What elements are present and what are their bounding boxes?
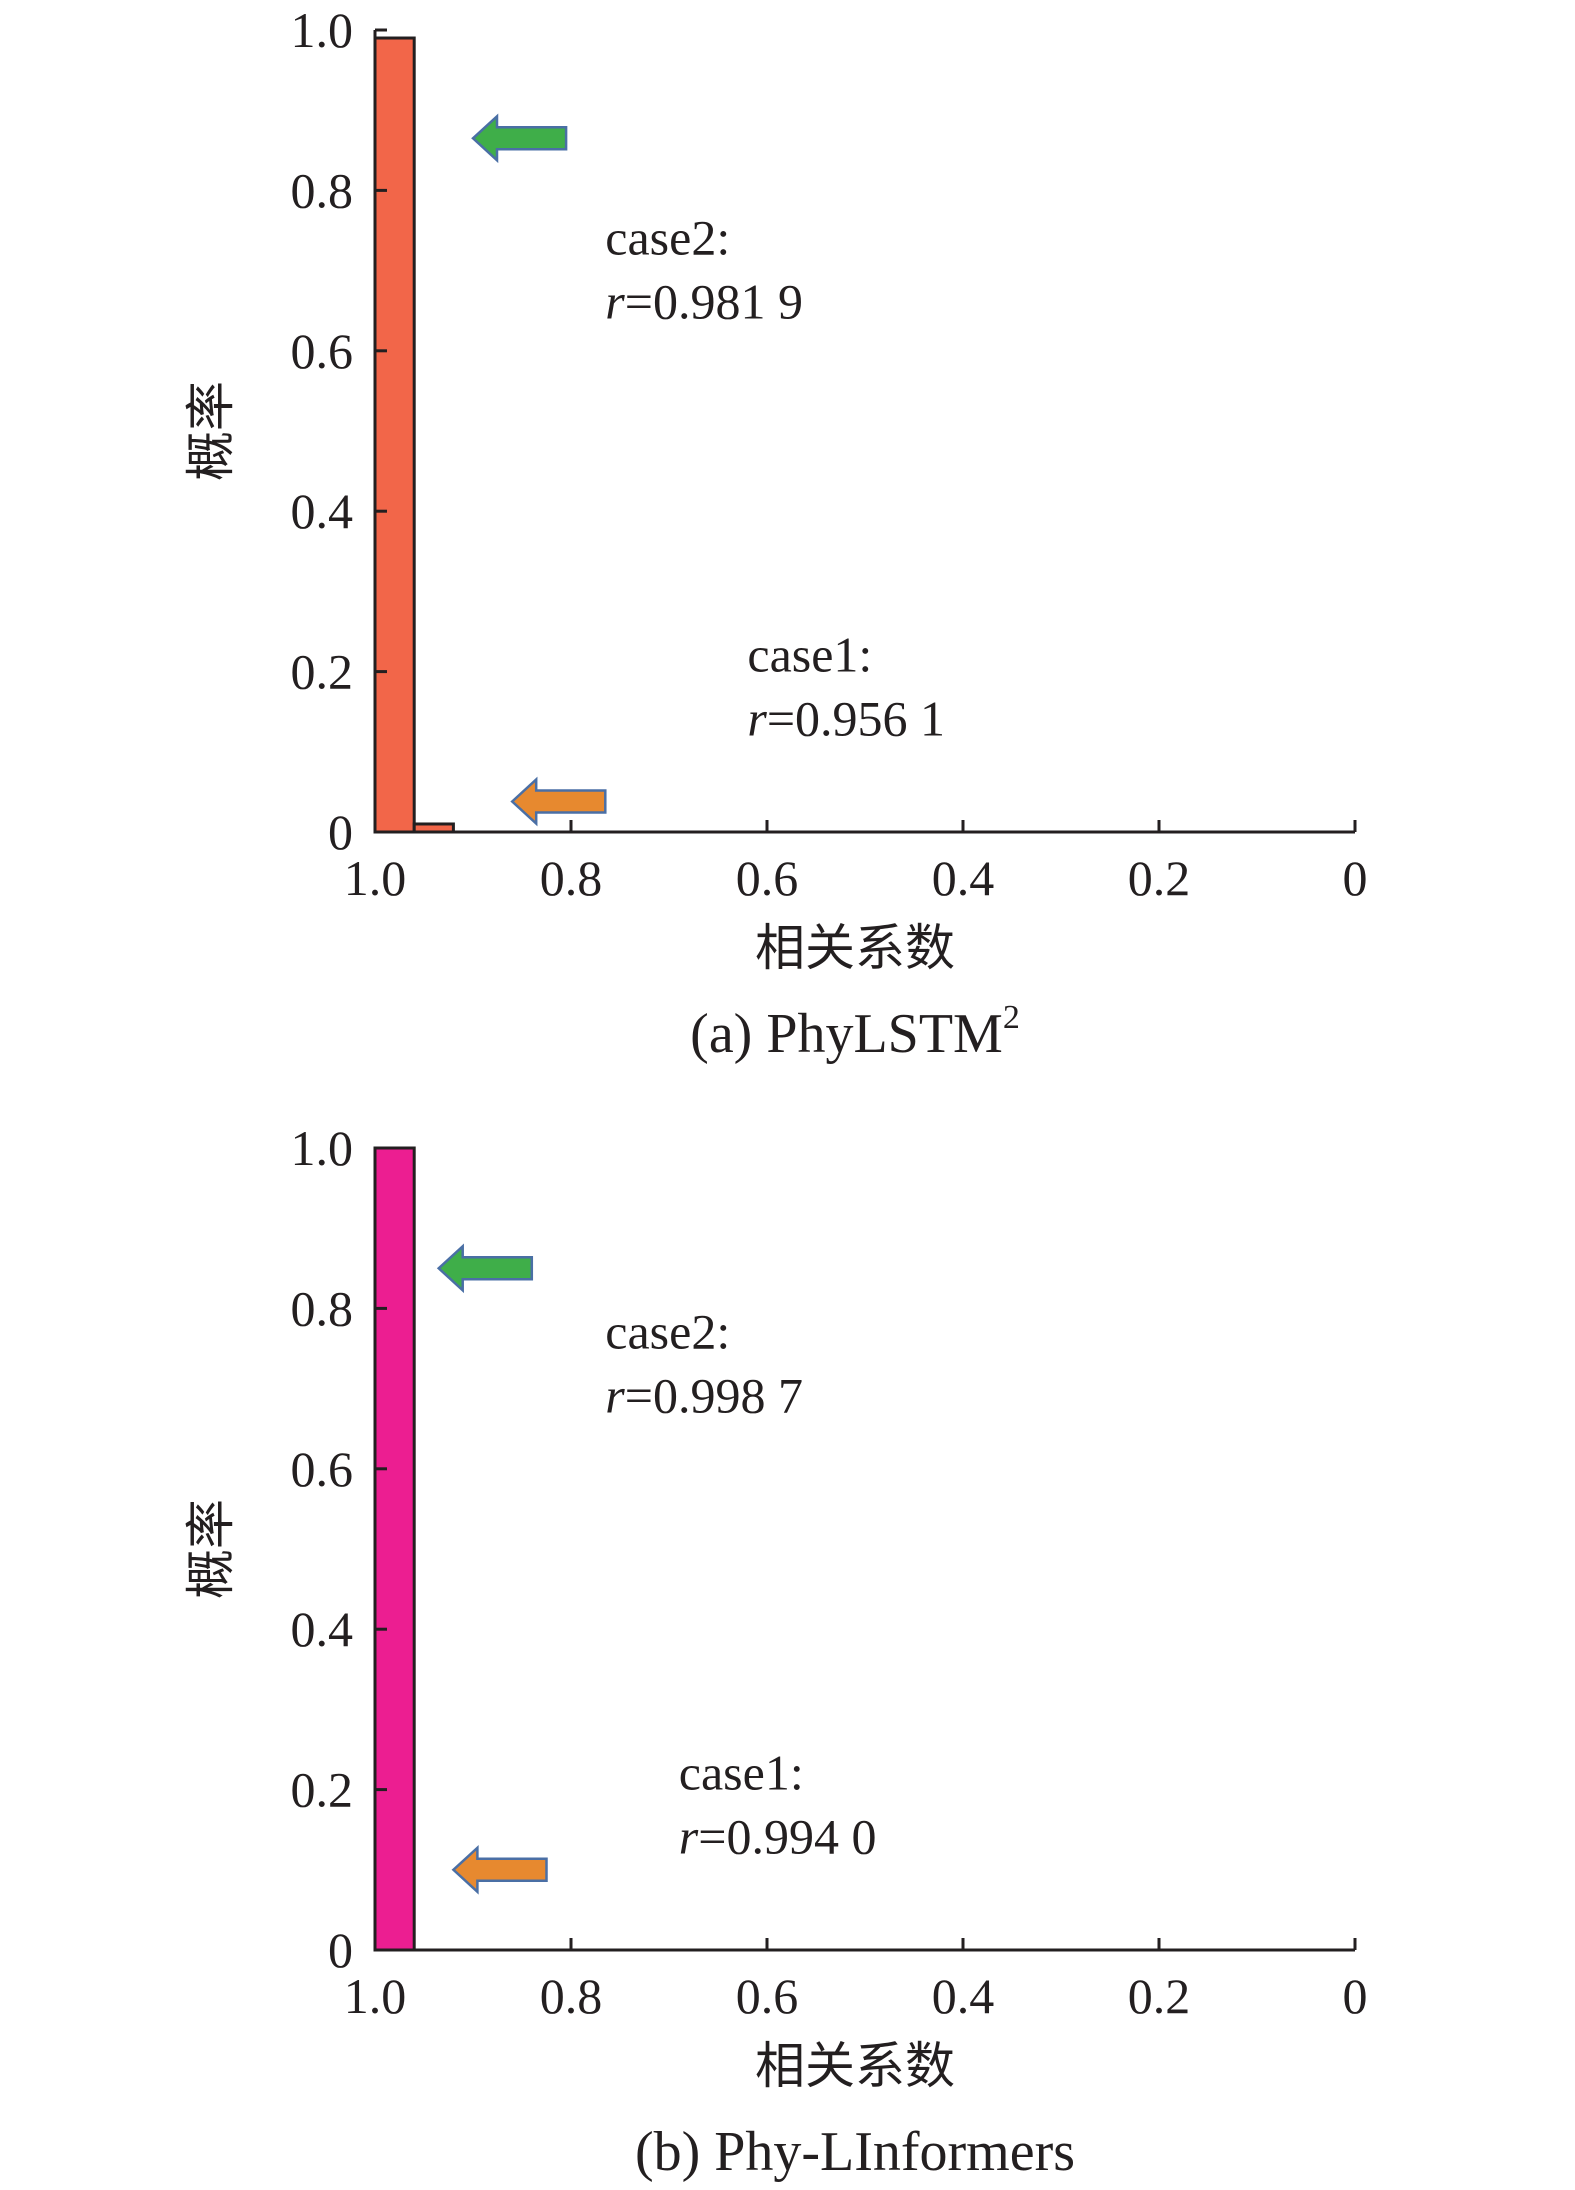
annotation-r-value: r=0.998 7	[605, 1368, 803, 1424]
caption-superscript: 2	[1003, 999, 1020, 1036]
x-tick-label: 0.2	[1128, 1968, 1191, 2024]
y-tick-label: 0.6	[291, 323, 354, 379]
x-tick-label: 0	[1343, 1968, 1368, 2024]
y-tick-label: 0.6	[291, 1441, 354, 1497]
y-tick-label: 0	[328, 804, 353, 860]
y-tick-label: 0.2	[291, 1762, 354, 1818]
x-tick-label: 0.6	[736, 1968, 799, 2024]
x-axis-title: 相关系数	[755, 2037, 955, 2095]
annotation-r-symbol: r	[605, 274, 625, 330]
x-tick-label: 0.8	[540, 1968, 603, 2024]
panels: 00.20.40.60.81.01.0 0.8 0.6 0.4 0.2 0概率相关系数(a…	[182, 2, 1368, 2183]
annotation-case-label: case1:	[747, 627, 872, 683]
annotation-arrow-icon	[471, 113, 568, 164]
annotation-case-label: case1:	[679, 1745, 804, 1801]
x-tick-label: 0.4	[932, 850, 995, 906]
annotation-r-symbol: r	[605, 1368, 625, 1424]
y-tick-label: 0.4	[291, 1601, 354, 1657]
x-tick-label: 0.6	[736, 850, 799, 906]
y-axis-title: 概率	[182, 381, 240, 481]
annotation-r-number: =0.981 9	[625, 274, 803, 330]
annotation-arrow-icon	[510, 776, 607, 827]
histogram-bar	[373, 36, 416, 834]
caption-text: (a) PhyLSTM	[690, 1003, 1003, 1065]
panel-caption: (a) PhyLSTM2	[690, 999, 1020, 1065]
y-axis-title: 概率	[182, 1499, 240, 1599]
annotation-r-value: r=0.981 9	[605, 274, 803, 330]
y-tick-label: 0.2	[291, 644, 354, 700]
y-tick-label: 1.0	[291, 2, 354, 58]
y-tick-label: 1.0	[291, 1120, 354, 1176]
x-tick-label: 1.0	[344, 850, 407, 906]
x-tick-label: 1.0	[344, 1968, 407, 2024]
annotation-arrow-icon	[436, 1243, 534, 1294]
annotation-r-number: =0.994 0	[698, 1809, 876, 1865]
annotation-r-number: =0.956 1	[767, 691, 945, 747]
annotation-arrow-icon	[451, 1844, 548, 1895]
y-tick-label: 0.4	[291, 483, 354, 539]
x-tick-label: 0	[1343, 850, 1368, 906]
panel-caption: (b) Phy-LInformers	[635, 2121, 1075, 2183]
annotation-r-symbol: r	[747, 691, 767, 747]
y-tick-label: 0.8	[291, 162, 354, 218]
caption-text: (b) Phy-LInformers	[635, 2121, 1075, 2183]
x-axis-title: 相关系数	[755, 919, 955, 977]
annotation-r-value: r=0.956 1	[747, 691, 945, 747]
annotation-r-value: r=0.994 0	[679, 1809, 877, 1865]
annotation-case-label: case2:	[605, 1304, 730, 1360]
annotation-case-label: case2:	[605, 210, 730, 266]
x-tick-label: 0.2	[1128, 850, 1191, 906]
x-tick-label: 0.8	[540, 850, 603, 906]
histogram-bar	[373, 1146, 416, 1952]
annotation-r-symbol: r	[679, 1809, 699, 1865]
y-tick-label: 0.8	[291, 1280, 354, 1336]
x-tick-label: 0.4	[932, 1968, 995, 2024]
annotation-r-number: =0.998 7	[625, 1368, 803, 1424]
y-tick-label: 0	[328, 1922, 353, 1978]
